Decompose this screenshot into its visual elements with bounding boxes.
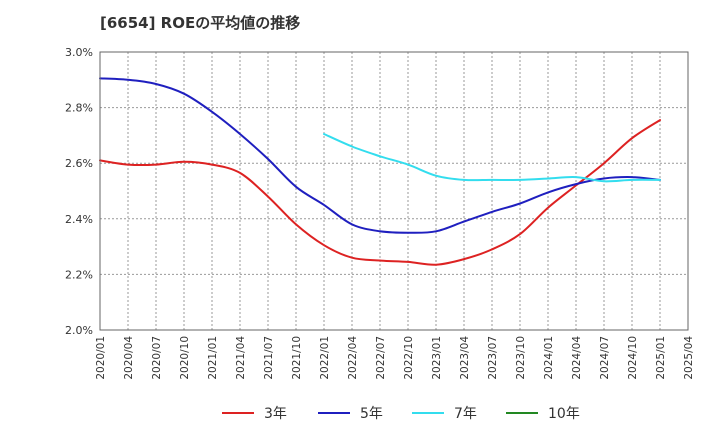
legend-label: 7年 (454, 406, 477, 422)
y-tick-label: 2.4% (65, 213, 93, 226)
y-tick-label: 2.2% (65, 268, 93, 281)
x-tick-label: 2022/04 (347, 336, 359, 380)
y-tick-label: 3.0% (65, 46, 93, 59)
x-tick-label: 2022/01 (319, 336, 331, 380)
x-tick-label: 2021/07 (263, 336, 275, 380)
axes: 2.0% 2.2% 2.4% 2.6% 2.8% 3.0% 2020/01 2020/04 20… (65, 46, 695, 380)
x-tick-label: 2020/04 (123, 336, 135, 380)
plot-frame (99, 51, 689, 331)
x-tick-label: 2024/01 (543, 336, 555, 380)
x-tick-label: 2020/10 (179, 336, 191, 380)
x-tick-label: 2024/07 (599, 336, 611, 380)
chart-title: [6654] ROEの平均値の推移 (100, 14, 301, 32)
x-tick-label: 2022/07 (375, 336, 387, 380)
y-tick-label: 2.0% (65, 324, 93, 337)
series-lines (99, 77, 661, 266)
legend-label: 3年 (264, 406, 287, 422)
series-line-2 (99, 77, 661, 234)
x-tick-label: 2020/01 (95, 336, 107, 380)
x-tick-label: 2021/01 (207, 336, 219, 380)
x-tick-label: 2023/10 (515, 336, 527, 380)
y-tick-label: 2.8% (65, 102, 93, 115)
x-tick-label: 2020/07 (151, 336, 163, 380)
x-tick-label: 2023/04 (459, 336, 471, 380)
x-tick-label: 2025/01 (655, 336, 667, 380)
legend-item-3: 7年 (412, 406, 477, 422)
legend: 3年 5年 7年 10年 (222, 406, 580, 422)
series-line-1 (99, 119, 661, 266)
legend-label: 5年 (360, 406, 383, 422)
x-tick-label: 2021/10 (291, 336, 303, 380)
x-tick-label: 2023/07 (487, 336, 499, 380)
x-tick-label: 2024/10 (627, 336, 639, 380)
grid-lines (100, 51, 688, 330)
x-tick-label: 2022/10 (403, 336, 415, 380)
legend-item-2: 5年 (318, 406, 383, 422)
x-tick-label: 2024/04 (571, 336, 583, 380)
legend-item-4: 10年 (506, 406, 580, 422)
y-tick-label: 2.6% (65, 157, 93, 170)
legend-item-1: 3年 (222, 406, 287, 422)
x-tick-label: 2025/04 (683, 336, 695, 380)
series-line-3 (323, 133, 661, 183)
legend-label: 10年 (548, 406, 580, 422)
x-tick-label: 2021/04 (235, 336, 247, 380)
x-tick-label: 2023/01 (431, 336, 443, 380)
